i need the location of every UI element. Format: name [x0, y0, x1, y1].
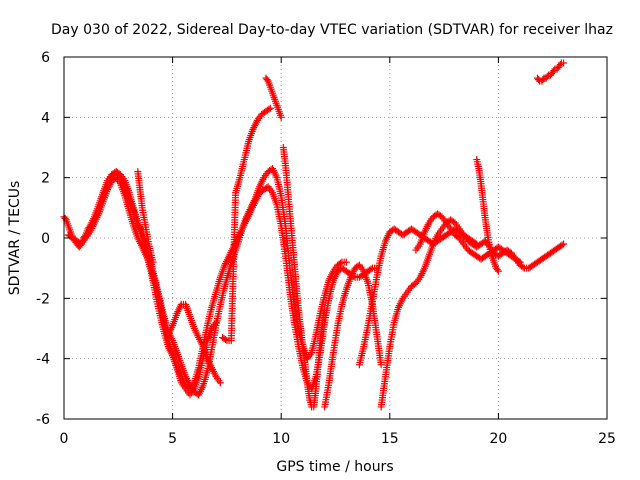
x-tick-label: 0 [60, 431, 69, 447]
y-tick-label: 0 [41, 231, 50, 247]
chart-title: Day 030 of 2022, Sidereal Day-to-day VTE… [51, 22, 613, 38]
data-point [493, 266, 501, 274]
x-tick-label: 10 [272, 431, 290, 447]
data-point [560, 59, 568, 67]
data-point [61, 214, 69, 222]
data-point [494, 267, 502, 275]
data-point [556, 61, 564, 69]
data-point [221, 336, 229, 344]
data-point [263, 76, 271, 84]
y-tick-label: 4 [41, 110, 50, 126]
data-point [515, 257, 523, 265]
y-tick-label: -4 [36, 352, 50, 368]
data-point [367, 265, 375, 273]
x-tick-label: 20 [489, 431, 507, 447]
data-point [321, 306, 329, 314]
series-trace-6 [219, 104, 274, 345]
data-point [265, 105, 273, 113]
series-trace-8 [279, 144, 329, 411]
data-point [277, 113, 285, 121]
series-trace-14 [533, 59, 568, 85]
y-tick-label: -2 [36, 291, 50, 307]
series-trace-9 [321, 261, 385, 411]
data-point [560, 240, 568, 248]
data-point [519, 263, 527, 271]
data-point [337, 259, 345, 267]
x-tick-label: 25 [598, 431, 616, 447]
y-axis-label: SDTVAR / TECUs [7, 181, 23, 296]
data-point [516, 258, 524, 266]
y-tick-label: 6 [41, 50, 50, 66]
series-trace-13 [473, 156, 502, 275]
x-tick-label: 5 [168, 431, 177, 447]
y-tick-label: 2 [41, 171, 50, 187]
data-point [212, 318, 220, 326]
data-point [543, 73, 551, 81]
data-point [558, 241, 566, 249]
data-point [149, 258, 157, 266]
series-trace-4 [134, 168, 157, 266]
data-marks [60, 59, 568, 411]
series-trace-5 [164, 300, 224, 387]
data-point [550, 67, 558, 75]
x-tick-label: 15 [381, 431, 399, 447]
axis-ticks [63, 56, 608, 420]
series-trace-3 [108, 168, 220, 399]
series-trace-7 [262, 74, 285, 121]
x-axis-label: GPS time / hours [276, 459, 393, 475]
data-point [342, 258, 350, 266]
y-tick-label: -6 [36, 412, 50, 428]
data-point [216, 379, 224, 387]
data-point [266, 104, 274, 112]
tick-labels: 0 5 10 15 20 25 -6 -4 -2 0 2 4 6 [36, 50, 616, 447]
data-point [377, 361, 385, 369]
series-trace-12 [412, 210, 524, 266]
data-point [539, 76, 547, 84]
